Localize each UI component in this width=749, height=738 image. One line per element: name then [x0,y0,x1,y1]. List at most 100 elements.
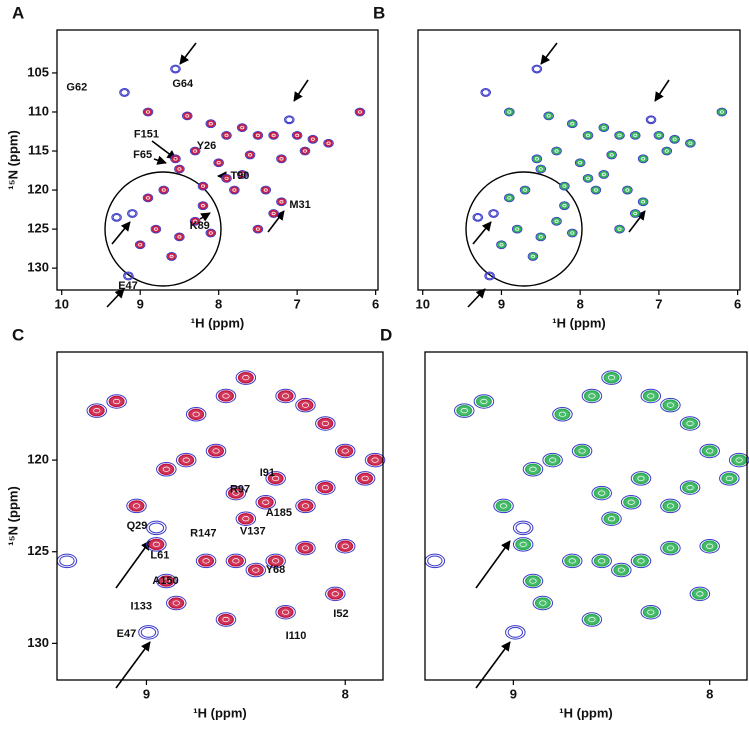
arrow [472,221,492,245]
contour [611,562,632,578]
y-axis-label: ¹⁵N (ppm) [5,486,20,546]
peak [424,553,446,569]
contour [279,200,284,204]
contour [696,591,704,597]
contour [303,149,307,153]
peak [583,390,600,402]
contour [660,397,681,413]
peak [143,194,153,202]
peak [583,613,600,626]
contour [295,498,316,514]
peak [168,597,185,609]
contour [660,498,681,514]
peak [188,408,205,420]
contour [614,224,625,234]
contour [128,500,145,512]
contour [520,186,530,194]
contour [292,131,302,139]
contour [277,606,294,618]
contour [481,89,490,96]
contour [178,454,195,466]
contour [153,227,158,231]
peak [308,135,318,143]
contour [731,454,748,466]
peak-annotation: V137 [240,525,266,537]
x-tick-label: 9 [137,296,144,311]
contour [201,204,205,208]
contour [217,613,234,626]
contour [119,88,130,97]
peak [237,513,254,525]
peak [534,597,551,609]
peak-annotation: F151 [134,129,159,141]
peak [222,131,231,139]
contour [562,184,567,188]
x-axis-label: ¹H (ppm) [552,315,605,330]
contour [578,448,586,454]
contour [177,167,182,171]
arrow [115,641,151,689]
contour [642,390,659,402]
contour [175,452,197,468]
contour [151,225,161,233]
contour [275,388,296,404]
peak [175,233,184,241]
contour [489,210,498,217]
contour [123,271,134,281]
peak [536,165,545,173]
peak [238,124,247,132]
contour [552,217,561,225]
contour [142,193,154,203]
peak [603,371,620,384]
contour [583,390,600,402]
contour [321,484,329,491]
contour [532,155,542,163]
contour [586,133,591,138]
contour [583,131,593,139]
contour [495,500,512,512]
peak [532,155,542,163]
contour [551,146,562,156]
contour [670,135,679,143]
contour [361,475,369,482]
peak [583,131,593,139]
contour [640,604,662,620]
contour [622,185,633,195]
contour [162,578,170,584]
peak [599,170,608,178]
contour [127,209,138,218]
contour [195,553,217,569]
peak [583,174,593,182]
contour [606,150,617,160]
peak [148,538,165,551]
contour [578,161,583,165]
contour [331,591,339,597]
contour [253,131,263,139]
contour [528,252,538,260]
contour [519,541,527,548]
peak [108,395,125,408]
contour [427,555,443,567]
x-tick-label: 6 [734,296,741,311]
contour [512,520,534,536]
contour [276,197,287,207]
contour [661,146,673,156]
contour [174,232,185,242]
contour [586,176,591,180]
contour [301,402,310,408]
contour [126,498,147,514]
contour [158,575,175,587]
peak [495,500,512,512]
contour [647,393,655,399]
panel-label: C [12,325,24,344]
contour [156,573,177,589]
contour [206,229,216,237]
circle [465,171,583,287]
contour [617,227,622,231]
x-axis-label: ¹H (ppm) [559,705,612,720]
contour [631,209,640,217]
contour [124,272,133,280]
contour [633,133,638,138]
contour [535,164,547,174]
